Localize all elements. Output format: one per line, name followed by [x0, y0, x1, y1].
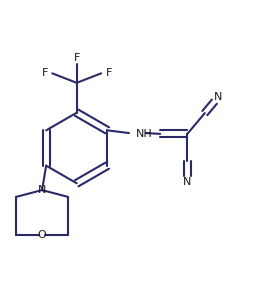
Text: F: F	[74, 53, 80, 63]
Text: N: N	[183, 177, 192, 187]
Text: F: F	[106, 68, 112, 78]
Text: NH: NH	[136, 129, 152, 139]
Text: N: N	[38, 185, 46, 195]
Text: N: N	[214, 92, 222, 102]
Text: F: F	[41, 68, 48, 78]
Text: O: O	[38, 230, 46, 240]
